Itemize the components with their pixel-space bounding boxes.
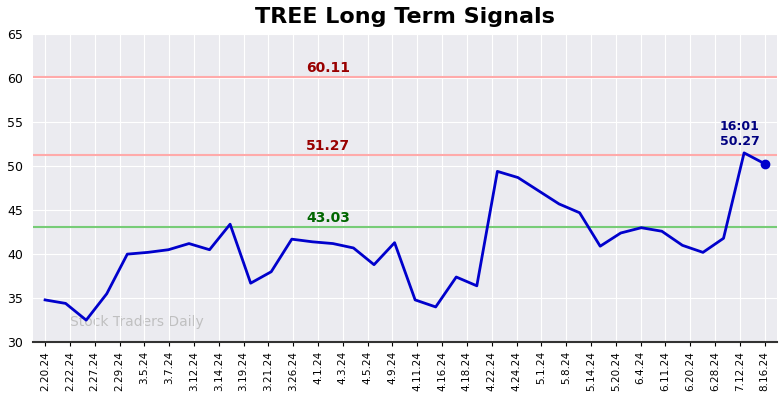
Text: 16:01
50.27: 16:01 50.27 (720, 120, 760, 148)
Text: 43.03: 43.03 (306, 211, 350, 225)
Text: Stock Traders Daily: Stock Traders Daily (70, 315, 204, 329)
Title: TREE Long Term Signals: TREE Long Term Signals (255, 7, 555, 27)
Text: 51.27: 51.27 (306, 139, 350, 153)
Text: 60.11: 60.11 (306, 61, 350, 75)
